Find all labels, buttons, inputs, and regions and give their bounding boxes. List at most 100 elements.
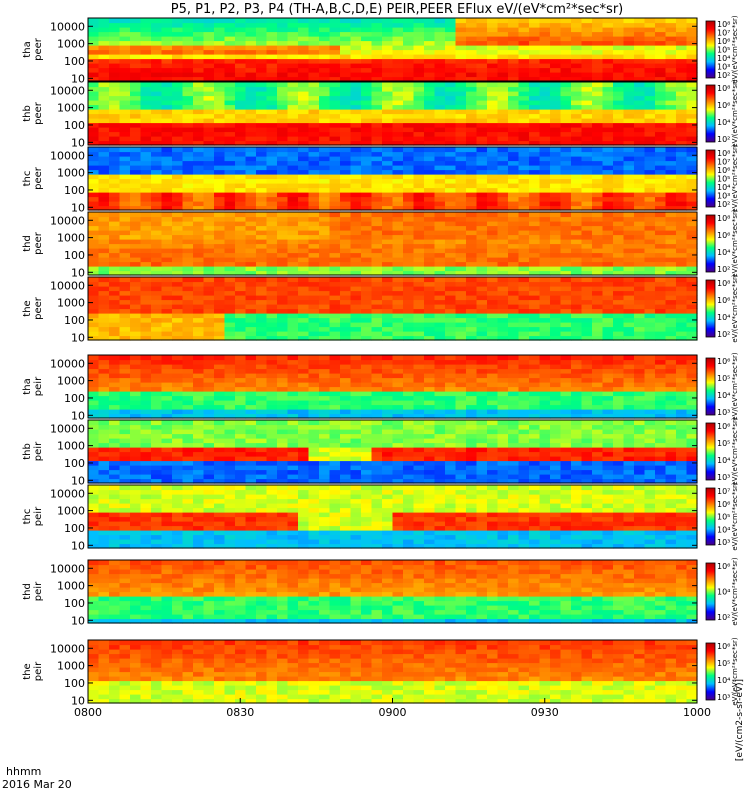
heatmap-cell (309, 96, 320, 101)
heatmap-cell (487, 266, 498, 271)
heatmap-cell (435, 291, 446, 296)
heatmap-cell (561, 63, 572, 68)
heatmap-cell (466, 230, 477, 235)
heatmap-cell (109, 72, 120, 77)
heatmap-cell (414, 82, 425, 87)
heatmap-cell (466, 123, 477, 128)
heatmap-cell (424, 327, 435, 332)
heatmap-cell (393, 114, 404, 119)
heatmap-cell (256, 391, 267, 396)
heatmap-cell (141, 32, 152, 37)
heatmap-cell (550, 82, 561, 87)
heatmap-cell (582, 68, 593, 73)
heatmap-cell (592, 239, 603, 244)
heatmap-cell (204, 27, 215, 32)
heatmap-cell (151, 221, 162, 226)
heatmap-cell (676, 68, 687, 73)
heatmap-cell (256, 45, 267, 50)
heatmap-cell (582, 114, 593, 119)
heatmap-cell (613, 136, 624, 141)
heatmap-cell (403, 179, 414, 184)
heatmap-cell (655, 132, 666, 137)
heatmap-cell (529, 322, 540, 327)
heatmap-cell (382, 221, 393, 226)
heatmap-cell (613, 322, 624, 327)
heatmap-cell (613, 318, 624, 323)
heatmap-cell (99, 221, 110, 226)
heatmap-cell (624, 96, 635, 101)
heatmap-cell (477, 327, 488, 332)
heatmap-cell (298, 192, 309, 197)
heatmap-cell (582, 355, 593, 360)
heatmap-cell (477, 322, 488, 327)
heatmap-cell (424, 387, 435, 392)
heatmap-cell (351, 132, 362, 137)
heatmap-cell (435, 226, 446, 231)
heatmap-cell (214, 304, 225, 309)
heatmap-cell (435, 286, 446, 291)
heatmap-cell (403, 235, 414, 240)
heatmap-cell (141, 355, 152, 360)
heatmap-cell (466, 382, 477, 387)
heatmap-cell (634, 63, 645, 68)
heatmap-cell (288, 277, 299, 282)
heatmap-cell (645, 230, 656, 235)
heatmap-cell (141, 156, 152, 161)
heatmap-cell (624, 364, 635, 369)
heatmap-cell (372, 405, 383, 410)
heatmap-cell (624, 63, 635, 68)
heatmap-cell (172, 54, 183, 59)
heatmap-cell (309, 382, 320, 387)
heatmap-cell (382, 378, 393, 383)
heatmap-cell (309, 295, 320, 300)
heatmap-cell (571, 355, 582, 360)
heatmap-cell (267, 391, 278, 396)
heatmap-cell (204, 170, 215, 175)
heatmap-cell (319, 382, 330, 387)
heatmap-cell (624, 72, 635, 77)
heatmap-cell (403, 27, 414, 32)
heatmap-cell (319, 277, 330, 282)
heatmap-cell (424, 405, 435, 410)
heatmap-cell (246, 322, 257, 327)
heatmap-cell (676, 165, 687, 170)
heatmap-cell (687, 266, 698, 271)
heatmap-cell (109, 132, 120, 137)
heatmap-cell (193, 114, 204, 119)
heatmap-cell (246, 382, 257, 387)
heatmap-cell (361, 239, 372, 244)
heatmap-cell (130, 262, 141, 267)
heatmap-cell (582, 152, 593, 157)
heatmap-cell (603, 266, 614, 271)
heatmap-cell (330, 409, 341, 414)
heatmap-cell (256, 27, 267, 32)
heatmap-cell (529, 364, 540, 369)
heatmap-cell (466, 132, 477, 137)
heatmap-cell (666, 50, 677, 55)
heatmap-cell (666, 248, 677, 253)
heatmap-cell (487, 105, 498, 110)
heatmap-cell (435, 373, 446, 378)
heatmap-cell (540, 114, 551, 119)
heatmap-cell (624, 183, 635, 188)
heatmap-cell (466, 221, 477, 226)
heatmap-cell (466, 23, 477, 28)
heatmap-cell (603, 96, 614, 101)
heatmap-cell (88, 387, 99, 392)
heatmap-cell (204, 136, 215, 141)
heatmap-cell (183, 179, 194, 184)
heatmap-cell (487, 27, 498, 32)
heatmap-cell (613, 277, 624, 282)
heatmap-cell (309, 201, 320, 206)
heatmap-cell (634, 266, 645, 271)
heatmap-cell (298, 100, 309, 105)
heatmap-cell (351, 174, 362, 179)
heatmap-cell (487, 212, 498, 217)
heatmap-cell (319, 174, 330, 179)
heatmap-cell (487, 391, 498, 396)
heatmap-cell (288, 262, 299, 267)
heatmap-cell (676, 152, 687, 157)
heatmap-cell (340, 235, 351, 240)
heatmap-cell (624, 309, 635, 314)
heatmap-cell (99, 45, 110, 50)
